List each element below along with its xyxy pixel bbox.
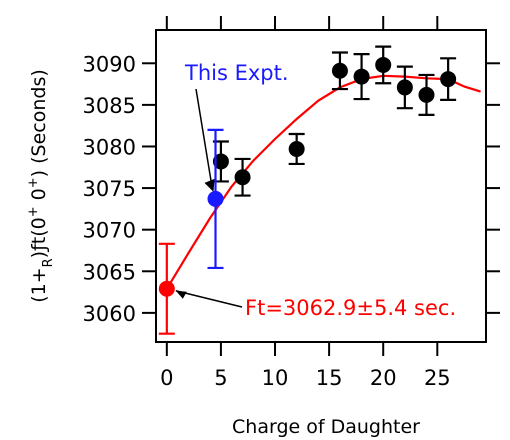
y-tick-label: 3070 <box>83 219 136 243</box>
y-title-sup2: + <box>26 177 41 188</box>
data-point <box>396 79 413 96</box>
y-tick-label: 3090 <box>83 52 136 76</box>
x-tick-label: 5 <box>214 366 227 390</box>
x-tick-label: 20 <box>370 366 397 390</box>
y-title-sup1: + <box>26 206 41 217</box>
data-point <box>212 153 229 170</box>
y-tick-label: 3075 <box>83 177 136 201</box>
annotation-arrow-this-expt <box>195 88 214 191</box>
y-title-prefix: (1+ <box>28 267 50 302</box>
annotation-arrowhead-ft <box>175 290 187 299</box>
data-point <box>158 280 175 297</box>
y-tick-label: 3060 <box>83 302 136 326</box>
y-title-mid: )ƒt(0 <box>28 217 50 258</box>
data-point <box>353 68 370 85</box>
y-axis-title: (1+R)ƒt(0+ 0+) (Seconds) <box>26 69 56 303</box>
x-tick-label: 10 <box>262 366 289 390</box>
y-tick-label: 3065 <box>83 260 136 284</box>
svg-text:(1+R)ƒt(0+ 0+) (Seconds): (1+R)ƒt(0+ 0+) (Seconds) <box>26 69 56 303</box>
x-tick-label: 0 <box>160 366 173 390</box>
plot-frame-group <box>155 29 487 343</box>
y-title-suffix: ) (Seconds) <box>28 69 50 177</box>
data-point <box>375 56 392 73</box>
data-point <box>207 190 224 207</box>
y-title-sub: R <box>41 258 56 267</box>
data-point <box>418 86 435 103</box>
x-axis-title: Charge of Daughter <box>232 416 420 438</box>
annotation-arrowhead-this-expt <box>204 178 215 192</box>
y-tick-label: 3080 <box>83 135 136 159</box>
x-tick-label: 25 <box>424 366 451 390</box>
y-tick-label: 3085 <box>83 94 136 118</box>
annotations: This Expt. Ft=3062.9±5.4 sec. <box>175 61 456 320</box>
data-point <box>440 71 457 88</box>
annotation-arrow-ft <box>175 290 243 308</box>
y-title-gap: 0 <box>28 188 50 206</box>
tick-labels: 0 5 10 15 20 25 3060 3065 3070 3075 3080 3085 3090 <box>83 52 451 390</box>
data-point <box>234 169 251 186</box>
plot-frame <box>155 29 487 343</box>
x-tick-label: 15 <box>316 366 343 390</box>
annotation-this-expt: This Expt. <box>184 61 289 85</box>
annotation-ft-value: Ft=3062.9±5.4 sec. <box>245 296 456 320</box>
data-point <box>288 140 305 157</box>
data-points <box>158 45 457 335</box>
axis-ticks <box>142 16 500 356</box>
data-point <box>331 62 348 79</box>
